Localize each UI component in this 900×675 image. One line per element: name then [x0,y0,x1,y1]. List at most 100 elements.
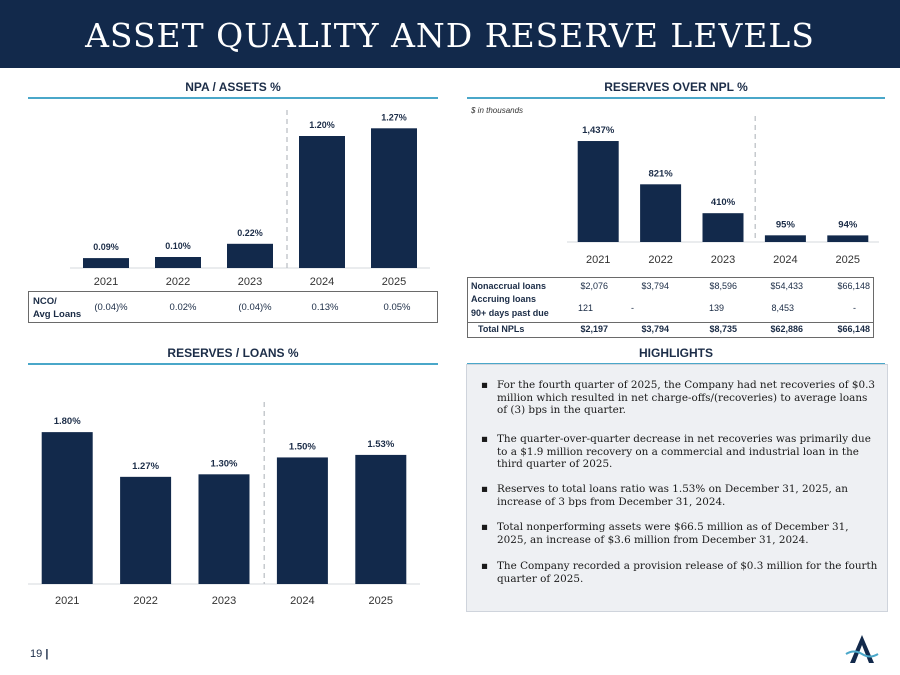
highlight-text: Total nonperforming assets were $66.5 mi… [497,521,849,546]
bar-data-label: 0.09% [93,242,119,252]
x-tick-label: 2024 [773,254,797,266]
bar-data-label: 0.22% [237,228,263,238]
company-logo-icon [845,635,879,663]
square-bullet-icon: ▪ [481,521,489,533]
npl-cell: 121 [577,303,593,313]
chart-bar [83,258,129,268]
bar-data-label: 1.27% [132,461,159,472]
npl-cell: $66,148 [837,281,870,291]
chart-bar [371,128,417,268]
bar-data-label: 94% [838,219,858,230]
chart-bar [227,243,273,268]
square-bullet-icon: ▪ [481,379,489,391]
chart-bar [827,235,869,242]
x-tick-label: 2025 [382,276,406,288]
npl-units-note: $ in thousands [471,106,524,115]
npl-title: RESERVES OVER NPL % [604,80,748,94]
x-tick-label: 2025 [836,254,860,266]
nco-value: (0.04)% [94,302,128,313]
npl-row-label-line2: 90+ days past due [471,308,549,318]
highlight-text: The Company recorded a provision release… [497,560,878,585]
x-tick-label: 2021 [586,254,610,266]
npa-title-divider [28,97,438,99]
bar-data-label: 1.80% [54,416,81,427]
page-number: 19 | [30,648,49,660]
highlights-title: HIGHLIGHTS [639,346,713,360]
npl-cell: $8,596 [709,281,737,291]
npl-cell: - [853,303,856,313]
npl-cell: $2,076 [580,281,608,291]
npl-title-divider [467,97,885,99]
loans-title: RESERVES / LOANS % [167,346,299,360]
chart-bar [198,474,250,584]
highlight-text: The quarter-over-quarter decrease in net… [497,433,871,470]
x-tick-label: 2021 [94,276,118,288]
npl-cell: $8,735 [709,324,737,334]
npl-cell: $62,886 [770,324,803,334]
chart-bar [764,235,806,242]
npl-cell: $2,197 [580,324,608,334]
chart-bar [276,457,328,584]
bar-data-label: 1.27% [381,112,407,122]
x-tick-label: 2023 [711,254,735,266]
npa-chart: 0.09% 2021 0.10% 2022 0.22% 2023 1.20% 2024 1.27… [70,110,430,288]
bar-data-label: 0.10% [165,241,191,251]
x-tick-label: 2024 [290,595,314,607]
x-tick-label: 2023 [238,276,262,288]
nco-value: 0.13% [311,302,339,313]
chart-bar [120,476,172,584]
nco-label-line2: Avg Loans [33,309,82,320]
x-tick-label: 2022 [648,254,672,266]
bar-data-label: 1.50% [289,441,316,452]
highlight-text: Reserves to total loans ratio was 1.53% … [497,483,848,508]
bar-data-label: 1.30% [211,458,238,469]
npl-cell: $54,433 [770,281,803,291]
chart-bar [355,454,407,584]
npl-chart: 1,437% 2021 821% 2022 410% 2023 95% 2024 94% 2025 [567,116,879,266]
x-tick-label: 2025 [369,595,393,607]
highlight-text: For the fourth quarter of 2025, the Comp… [497,379,876,416]
loans-title-divider [28,363,438,365]
bar-data-label: 1.53% [367,439,394,450]
nco-value: 0.05% [383,302,411,313]
npl-cell: $66,148 [837,324,870,334]
chart-bar [299,136,345,268]
square-bullet-icon: ▪ [481,560,489,572]
npl-row-nonaccrual: Nonaccrual loans $2,076 $3,794 $8,596 $5… [468,281,873,293]
chart-bar [702,213,744,242]
npl-cell: - [631,303,634,313]
chart-bar [155,257,201,268]
x-tick-label: 2021 [55,595,79,607]
x-tick-label: 2022 [133,595,157,607]
chart-bar [640,184,682,242]
npl-row-label: Total NPLs [478,324,525,334]
npl-cell: $3,794 [641,324,669,334]
chart-bar [577,141,619,242]
npl-row-accruing: Accruing loans 90+ days past due 121 - 1… [468,294,873,320]
loans-chart: 1.80% 2021 1.27% 2022 1.30% 2023 1.50% 2024 1.53… [28,402,420,607]
bar-data-label: 1,437% [582,125,615,136]
page-title: ASSET QUALITY AND RESERVE LEVELS [85,16,815,55]
npl-cell: 8,453 [771,303,794,313]
bar-data-label: 821% [648,168,673,179]
chart-bar [41,432,93,584]
npl-row-label-line1: Accruing loans [471,294,537,304]
bar-data-label: 410% [711,197,736,208]
npl-cell: $3,794 [641,281,669,291]
header-bar: ASSET QUALITY AND RESERVE LEVELS [0,0,900,68]
x-tick-label: 2022 [166,276,190,288]
npl-cell: 139 [708,303,724,313]
bar-data-label: 95% [776,219,796,230]
npl-table: Nonaccrual loans $2,076 $3,794 $8,596 $5… [467,277,874,338]
npl-row-label: Nonaccrual loans [471,281,547,291]
x-tick-label: 2023 [212,595,236,607]
npl-row-total: Total NPLs $2,197 $3,794 $8,735 $62,886 … [468,322,873,337]
square-bullet-icon: ▪ [481,483,489,495]
page-number-value: 19 [30,648,43,660]
highlights-box: ▪ For the fourth quarter of 2025, the Co… [466,364,888,612]
square-bullet-icon: ▪ [481,433,489,445]
nco-value: (0.04)% [238,302,272,313]
nco-label-line1: NCO/ [33,296,57,307]
bar-data-label: 1.20% [309,120,335,130]
x-tick-label: 2024 [310,276,334,288]
